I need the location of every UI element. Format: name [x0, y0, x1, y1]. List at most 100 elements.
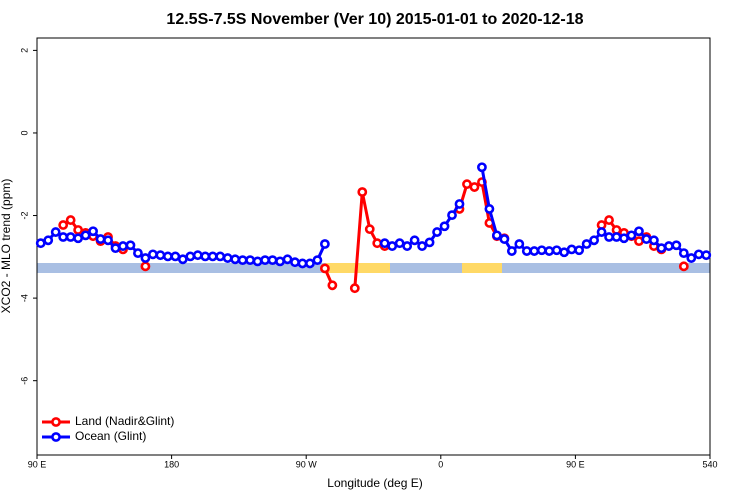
legend-marker: [51, 432, 61, 442]
data-point: [484, 204, 495, 214]
data-point: [372, 238, 383, 249]
data-point: [454, 199, 465, 209]
data-point: [140, 261, 151, 272]
data-point: [349, 283, 360, 294]
y-tick-label: -2: [19, 212, 29, 220]
data-point: [162, 251, 173, 262]
data-point: [80, 230, 91, 241]
data-point: [394, 238, 405, 249]
data-point: [327, 280, 338, 291]
data-point: [319, 239, 330, 249]
data-point: [514, 239, 525, 249]
data-point: [521, 246, 532, 256]
data-point: [574, 245, 585, 256]
data-point: [215, 251, 226, 262]
x-tick-label: 540: [702, 459, 717, 469]
data-point: [35, 238, 46, 249]
x-tick-label: 0: [438, 459, 443, 469]
data-point: [693, 249, 704, 260]
data-point: [499, 234, 510, 244]
data-point: [58, 232, 69, 242]
data-point: [192, 250, 203, 261]
data-point: [432, 227, 442, 237]
y-axis-title: XCO2 - MLO trend (ppm): [0, 179, 13, 314]
data-point: [118, 241, 128, 251]
data-point: [222, 253, 233, 263]
y-tick-label: -6: [19, 377, 29, 385]
data-point: [581, 239, 592, 249]
data-point: [177, 254, 188, 265]
data-point: [364, 224, 375, 235]
data-point: [200, 251, 211, 262]
data-point: [237, 255, 248, 266]
land-band: [462, 263, 502, 273]
data-point: [671, 240, 682, 251]
data-point: [447, 210, 457, 221]
data-point: [611, 232, 622, 242]
data-point: [663, 241, 674, 251]
data-point: [589, 235, 599, 246]
data-point: [462, 179, 472, 190]
x-axis-title: Longitude (deg E): [327, 476, 422, 490]
data-point: [357, 187, 368, 197]
data-point: [626, 230, 637, 241]
data-point: [417, 241, 428, 251]
data-point: [469, 182, 480, 192]
x-tick-label: 90 E: [28, 459, 47, 469]
data-point: [641, 234, 652, 244]
data-point: [604, 215, 614, 225]
chart-title: 12.5S-7.5S November (Ver 10) 2015-01-01 …: [166, 11, 583, 28]
data-point: [88, 226, 98, 237]
data-point: [424, 237, 435, 248]
data-point: [312, 255, 323, 266]
data-point: [387, 241, 398, 251]
data-point: [491, 230, 502, 241]
legend-marker: [51, 417, 61, 427]
data-point: [649, 235, 659, 246]
x-tick-label: 180: [164, 459, 179, 469]
data-point: [58, 220, 69, 230]
data-point: [252, 256, 263, 267]
data-point: [604, 232, 614, 242]
data-point: [185, 251, 196, 262]
data-point: [230, 254, 241, 265]
data-point: [619, 233, 629, 244]
data-point: [551, 245, 562, 256]
x-tick-label: 90 E: [566, 459, 585, 469]
data-point: [319, 263, 330, 274]
data-point: [402, 241, 413, 251]
data-point: [596, 227, 607, 237]
land-band: [326, 263, 390, 273]
data-point: [170, 251, 181, 262]
y-tick-label: -4: [19, 294, 29, 302]
data-point: [103, 235, 113, 246]
data-point: [379, 238, 390, 249]
legend-label: Land (Nadir&Glint): [75, 414, 174, 428]
data-point: [439, 221, 450, 232]
data-point: [305, 258, 315, 269]
x-tick-label: 90 W: [296, 459, 318, 469]
data-point: [140, 253, 151, 263]
data-point: [701, 250, 712, 261]
data-point: [148, 249, 158, 260]
data-point: [656, 243, 667, 254]
data-point: [50, 227, 61, 237]
data-point: [634, 236, 644, 247]
data-point: [506, 246, 517, 256]
legend-label: Ocean (Glint): [75, 429, 146, 443]
data-point: [678, 248, 689, 259]
plot-frame: [36, 37, 711, 456]
data-point: [95, 234, 106, 244]
data-point: [207, 251, 218, 262]
data-point: [133, 248, 143, 259]
data-point: [529, 246, 540, 256]
data-point: [267, 255, 278, 266]
data-point: [282, 254, 293, 265]
data-point: [125, 240, 136, 251]
data-point: [290, 257, 300, 268]
y-tick-label: 0: [19, 130, 29, 135]
data-point: [678, 261, 689, 272]
data-point: [544, 246, 555, 256]
data-point: [260, 255, 270, 266]
